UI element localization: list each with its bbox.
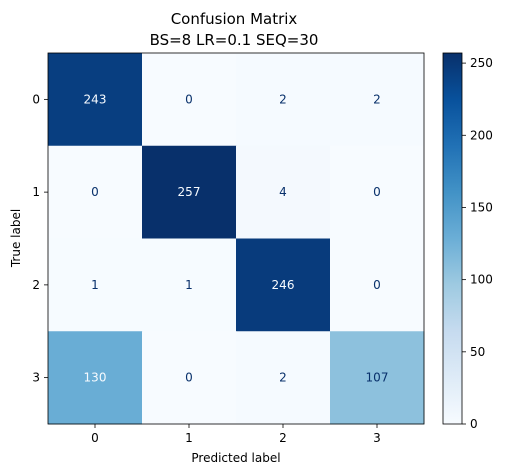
heatmap-cell-2-1 <box>142 238 237 332</box>
y-tick-label: 0 <box>32 92 40 106</box>
heatmap-frame <box>47 52 425 425</box>
y-axis: 0 1 2 3 <box>32 92 48 385</box>
cell-value-0-3: 2 <box>373 92 381 106</box>
cell-value-1-2: 4 <box>279 185 287 199</box>
y-tick-label: 3 <box>32 371 40 385</box>
x-tick-label: 1 <box>185 431 193 445</box>
heatmap-cell-0-2 <box>236 53 331 147</box>
heatmap-cell-0-1 <box>142 53 237 147</box>
colorbar-tick-label: 250 <box>470 56 493 70</box>
cell-value-1-3: 0 <box>373 185 381 199</box>
chart-title: Confusion Matrix <box>171 10 298 28</box>
colorbar-ticks: 0 50 100 150 200 250 <box>462 56 493 431</box>
heatmap-cell-1-1 <box>142 145 237 239</box>
chart-subtitle: BS=8 LR=0.1 SEQ=30 <box>150 31 319 49</box>
heatmap-cell-1-2 <box>236 145 331 239</box>
heatmap-cell-2-2 <box>236 238 331 332</box>
cell-value-0-2: 2 <box>279 92 287 106</box>
colorbar-tick-label: 0 <box>470 417 478 431</box>
cell-value-3-0: 130 <box>84 371 107 385</box>
x-tick-label: 0 <box>91 431 99 445</box>
heatmap-cell-0-3 <box>330 53 425 147</box>
heatmap-cell-1-0 <box>48 145 143 239</box>
heatmap-cell-0-0 <box>48 53 143 147</box>
y-axis-label: True label <box>9 209 23 268</box>
y-tick-label: 2 <box>32 278 40 292</box>
heatmap-cell-2-3 <box>330 238 425 332</box>
cell-value-1-0: 0 <box>91 185 99 199</box>
x-tick-label: 2 <box>279 431 287 445</box>
cell-value-3-3: 107 <box>366 371 389 385</box>
cell-value-3-2: 2 <box>279 371 287 385</box>
colorbar-tick-label: 150 <box>470 200 493 214</box>
cell-value-2-1: 1 <box>185 278 193 292</box>
heatmap-cell-2-0 <box>48 238 143 332</box>
cell-value-0-1: 0 <box>185 92 193 106</box>
y-tick-label: 1 <box>32 185 40 199</box>
heatmap-cell-1-3 <box>330 145 425 239</box>
heatmap-cell-3-0 <box>48 331 143 425</box>
cell-value-1-1: 257 <box>178 185 201 199</box>
heatmap-cell-labels: 243 0 2 2 0 257 4 0 1 1 246 0 130 0 2 107 <box>84 92 389 384</box>
cell-value-2-0: 1 <box>91 278 99 292</box>
colorbar-tick-label: 100 <box>470 273 493 287</box>
colorbar <box>442 52 463 425</box>
colorbar-tick-label: 50 <box>470 345 485 359</box>
colorbar-tick-label: 200 <box>470 128 493 142</box>
cell-value-2-3: 0 <box>373 278 381 292</box>
heatmap-cell-3-3 <box>330 331 425 425</box>
heatmap-cells <box>48 53 425 425</box>
cell-value-3-1: 0 <box>185 371 193 385</box>
cell-value-0-0: 243 <box>84 92 107 106</box>
cell-value-2-2: 246 <box>272 278 295 292</box>
x-tick-label: 3 <box>373 431 381 445</box>
x-axis: 0 1 2 3 <box>91 424 381 445</box>
x-axis-label: Predicted label <box>191 451 280 465</box>
heatmap-cell-3-2 <box>236 331 331 425</box>
heatmap-cell-3-1 <box>142 331 237 425</box>
